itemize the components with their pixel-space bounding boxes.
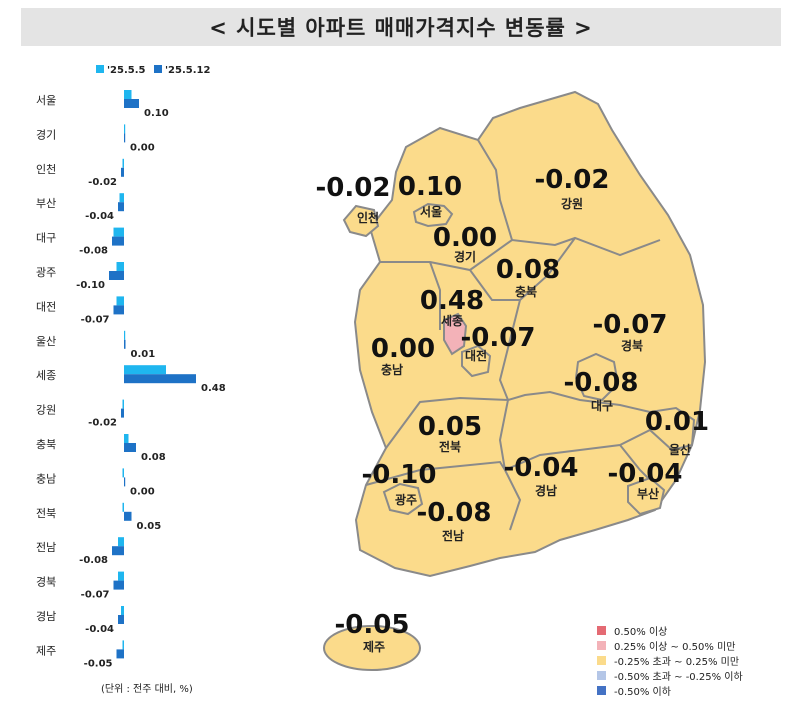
region-value: -0.08 [417, 498, 492, 528]
ulsan-shape [649, 406, 696, 452]
region-value: 0.00 [371, 334, 435, 364]
legend-row: -0.50% 이하 [597, 683, 792, 698]
region-value: -0.10 [362, 460, 437, 490]
legend-swatch [597, 671, 606, 680]
region-name: 전북 [439, 439, 461, 454]
legend-row: -0.25% 초과 ~ 0.25% 미만 [597, 653, 792, 668]
region-value: 0.00 [433, 223, 497, 253]
legend-row: 0.50% 이상 [597, 623, 792, 638]
daegu-shape [574, 352, 620, 402]
region-name: 부산 [637, 486, 659, 501]
region-name: 경북 [621, 339, 643, 353]
busan-shape [627, 476, 666, 516]
region-value: 0.05 [418, 412, 482, 442]
legend-swatch [597, 641, 606, 650]
legend-label: 0.50% 이상 [614, 627, 668, 638]
region-name: 강원 [561, 197, 583, 211]
title-bar: < 시도별 아파트 매매가격지수 변동률 > [21, 8, 781, 46]
region-value: 0.01 [645, 407, 709, 437]
region-name: 경기 [454, 249, 476, 264]
region-name: 울산 [669, 442, 691, 457]
sejong-shape [443, 312, 468, 356]
gwangju-shape [382, 482, 424, 516]
region-value: -0.05 [335, 610, 410, 640]
legend-row: -0.50% 초과 ~ -0.25% 이하 [597, 668, 792, 683]
region-name: 서울 [420, 204, 442, 219]
region-name: 제주 [363, 640, 385, 654]
incheon-island-shape [342, 204, 380, 238]
region-borders [365, 139, 693, 531]
legend-label: -0.25% 초과 ~ 0.25% 미만 [614, 657, 740, 668]
region-name: 세종 [441, 313, 463, 328]
region-value: -0.04 [504, 453, 579, 483]
region-value: -0.07 [461, 323, 536, 353]
map-legend: 0.50% 이상 0.25% 이상 ~ 0.50% 미만 -0.25% 초과 ~ 0… [597, 623, 792, 698]
region-name: 충남 [381, 362, 403, 377]
region-name: 전남 [442, 528, 464, 543]
region-name: 대구 [591, 399, 613, 413]
region-value: 0.10 [398, 172, 462, 202]
region-value: -0.04 [608, 459, 683, 489]
legend-label: 0.25% 이상 ~ 0.50% 미만 [614, 642, 736, 653]
legend-label: -0.50% 이하 [614, 687, 671, 698]
jeju-shape [323, 625, 421, 671]
region-value: 0.48 [420, 286, 484, 316]
region-value: -0.02 [535, 165, 610, 195]
region-value: 0.08 [496, 255, 560, 285]
region-value: -0.08 [564, 368, 639, 398]
region-value: -0.07 [593, 310, 668, 340]
seoul-shape [412, 202, 454, 228]
legend-label: -0.50% 초과 ~ -0.25% 이하 [614, 672, 743, 683]
chart-title: < 시도별 아파트 매매가격지수 변동률 > [209, 16, 593, 40]
legend-swatch [597, 626, 606, 635]
unit-note: (단위 : 전주 대비, %) [101, 684, 193, 695]
region-name: 경남 [535, 483, 557, 498]
legend-row: 0.25% 이상 ~ 0.50% 미만 [597, 638, 792, 653]
legend-swatch [597, 686, 606, 695]
region-name: 충북 [515, 284, 537, 299]
daejeon-shape [461, 344, 492, 378]
region-name: 대전 [465, 348, 487, 363]
legend-swatch [597, 656, 606, 665]
region-name: 인천 [357, 210, 379, 225]
map-shapes [323, 90, 707, 671]
region-name: 광주 [395, 492, 417, 507]
region-value: -0.02 [316, 173, 391, 203]
